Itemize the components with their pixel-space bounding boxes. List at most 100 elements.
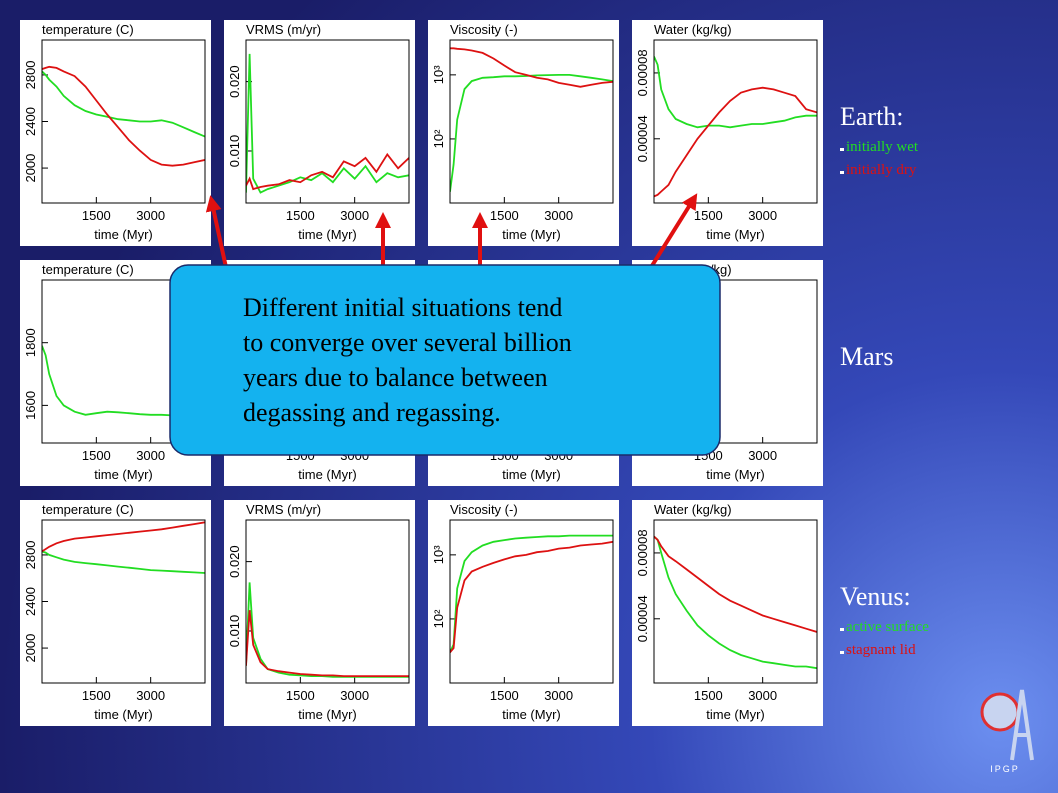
callout-box bbox=[169, 264, 721, 456]
panel-background bbox=[632, 500, 823, 726]
y-tick-label: 2400 bbox=[23, 587, 38, 616]
panel-title: Water (kg/kg) bbox=[654, 22, 732, 37]
panel: Viscosity (-) time (Myr) 1500 3000 10² 10³ bbox=[428, 500, 619, 726]
panel-background bbox=[20, 20, 211, 246]
x-tick-label: 3000 bbox=[136, 688, 165, 703]
x-tick-label: 3000 bbox=[748, 448, 777, 463]
y-tick-label: 1600 bbox=[23, 391, 38, 420]
x-tick-label: 3000 bbox=[136, 448, 165, 463]
series-line bbox=[654, 56, 817, 129]
y-tick-label: 1800 bbox=[23, 328, 38, 357]
y-tick-label: 2800 bbox=[23, 60, 38, 89]
plot-frame bbox=[245, 519, 410, 684]
y-tick-label: 10² bbox=[431, 609, 446, 628]
legend-swatch bbox=[840, 628, 844, 631]
x-axis-label: time (Myr) bbox=[706, 467, 765, 482]
logo-text: IPGP bbox=[990, 764, 1020, 774]
callout-line: Different initial situations tend bbox=[243, 293, 562, 322]
y-tick-label: 0.00008 bbox=[635, 49, 650, 96]
panel-background bbox=[632, 20, 823, 246]
logo-tower bbox=[1010, 689, 1034, 761]
y-tick-label: 2800 bbox=[23, 540, 38, 569]
y-tick-label: 0.00004 bbox=[635, 595, 650, 642]
y-tick-label: 2400 bbox=[23, 107, 38, 136]
x-tick-label: 3000 bbox=[340, 208, 369, 223]
plot-frame bbox=[41, 39, 206, 204]
series-line bbox=[450, 534, 613, 653]
x-axis-label: time (Myr) bbox=[706, 227, 765, 242]
panel-title: temperature (C) bbox=[42, 22, 134, 37]
panel: temperature (C) time (Myr) 1500 3000 2000 240… bbox=[20, 500, 211, 726]
planet-label: Mars bbox=[840, 342, 893, 371]
y-tick-label: 0.020 bbox=[227, 545, 242, 578]
plot-frame bbox=[449, 39, 614, 204]
callout-line: years due to balance between bbox=[243, 363, 548, 392]
panel-title: temperature (C) bbox=[42, 502, 134, 517]
x-tick-label: 3000 bbox=[544, 208, 573, 223]
plot-frame bbox=[653, 519, 818, 684]
y-tick-label: 2000 bbox=[23, 154, 38, 183]
panel-background bbox=[428, 20, 619, 246]
series-line bbox=[654, 535, 817, 633]
y-tick-label: 0.00008 bbox=[635, 529, 650, 576]
series-line bbox=[654, 86, 817, 198]
y-tick-label: 2000 bbox=[23, 634, 38, 663]
plot-frame bbox=[449, 519, 614, 684]
series-line bbox=[42, 70, 205, 138]
callout-line: degassing and regassing. bbox=[243, 398, 501, 427]
x-tick-label: 1500 bbox=[286, 208, 315, 223]
planet-label: Earth: bbox=[840, 102, 904, 131]
panel-title: VRMS (m/yr) bbox=[246, 22, 321, 37]
plot-frame bbox=[653, 39, 818, 204]
x-axis-label: time (Myr) bbox=[502, 707, 561, 722]
panel-background bbox=[224, 500, 415, 726]
series-line bbox=[654, 535, 817, 670]
callout-text: Different initial situations tend to con… bbox=[243, 293, 572, 427]
legend-text: initially wet bbox=[846, 139, 919, 155]
series-line bbox=[450, 74, 613, 192]
side-labels: Earth: initially wet initially dry Mars Venu… bbox=[840, 102, 929, 658]
y-tick-label: 10² bbox=[431, 129, 446, 148]
y-tick-label: 0.010 bbox=[227, 135, 242, 168]
legend-swatch bbox=[840, 148, 844, 151]
x-tick-label: 1500 bbox=[490, 208, 519, 223]
x-axis-label: time (Myr) bbox=[94, 707, 153, 722]
x-tick-label: 1500 bbox=[286, 688, 315, 703]
x-axis-label: time (Myr) bbox=[502, 467, 561, 482]
legend-swatch bbox=[840, 651, 844, 654]
y-tick-label: 0.00004 bbox=[635, 115, 650, 162]
panel-title: Water (kg/kg) bbox=[654, 502, 732, 517]
panel: VRMS (m/yr) time (Myr) 1500 3000 0.010 0.020 bbox=[224, 500, 415, 726]
planet-label: Venus: bbox=[840, 582, 911, 611]
y-tick-label: 10³ bbox=[431, 65, 446, 84]
x-axis-label: time (Myr) bbox=[298, 227, 357, 242]
y-tick-label: 10³ bbox=[431, 545, 446, 564]
x-axis-label: time (Myr) bbox=[298, 707, 357, 722]
series-line bbox=[246, 53, 409, 194]
panel-title: temperature (C) bbox=[42, 262, 134, 277]
plot-frame bbox=[41, 519, 206, 684]
panel-title: Viscosity (-) bbox=[450, 502, 518, 517]
series-line bbox=[42, 521, 205, 553]
legend-swatch bbox=[840, 171, 844, 174]
x-axis-label: time (Myr) bbox=[706, 707, 765, 722]
x-tick-label: 1500 bbox=[490, 688, 519, 703]
panel-background bbox=[224, 20, 415, 246]
callout-line: to converge over several billion bbox=[243, 328, 572, 357]
y-tick-label: 0.010 bbox=[227, 615, 242, 648]
series-line bbox=[42, 550, 205, 574]
x-tick-label: 3000 bbox=[544, 688, 573, 703]
x-axis-label: time (Myr) bbox=[298, 467, 357, 482]
logo-globe bbox=[980, 692, 1020, 732]
panel: Water (kg/kg) time (Myr) 1500 3000 0.00004 0.… bbox=[632, 20, 823, 246]
panel-title: VRMS (m/yr) bbox=[246, 502, 321, 517]
panel-background bbox=[20, 500, 211, 726]
plot-frame bbox=[245, 39, 410, 204]
x-tick-label: 1500 bbox=[694, 688, 723, 703]
x-axis-label: time (Myr) bbox=[94, 227, 153, 242]
panel: Water (kg/kg) time (Myr) 1500 3000 0.00004 0.… bbox=[632, 500, 823, 726]
series-line bbox=[42, 65, 205, 167]
x-tick-label: 1500 bbox=[694, 208, 723, 223]
